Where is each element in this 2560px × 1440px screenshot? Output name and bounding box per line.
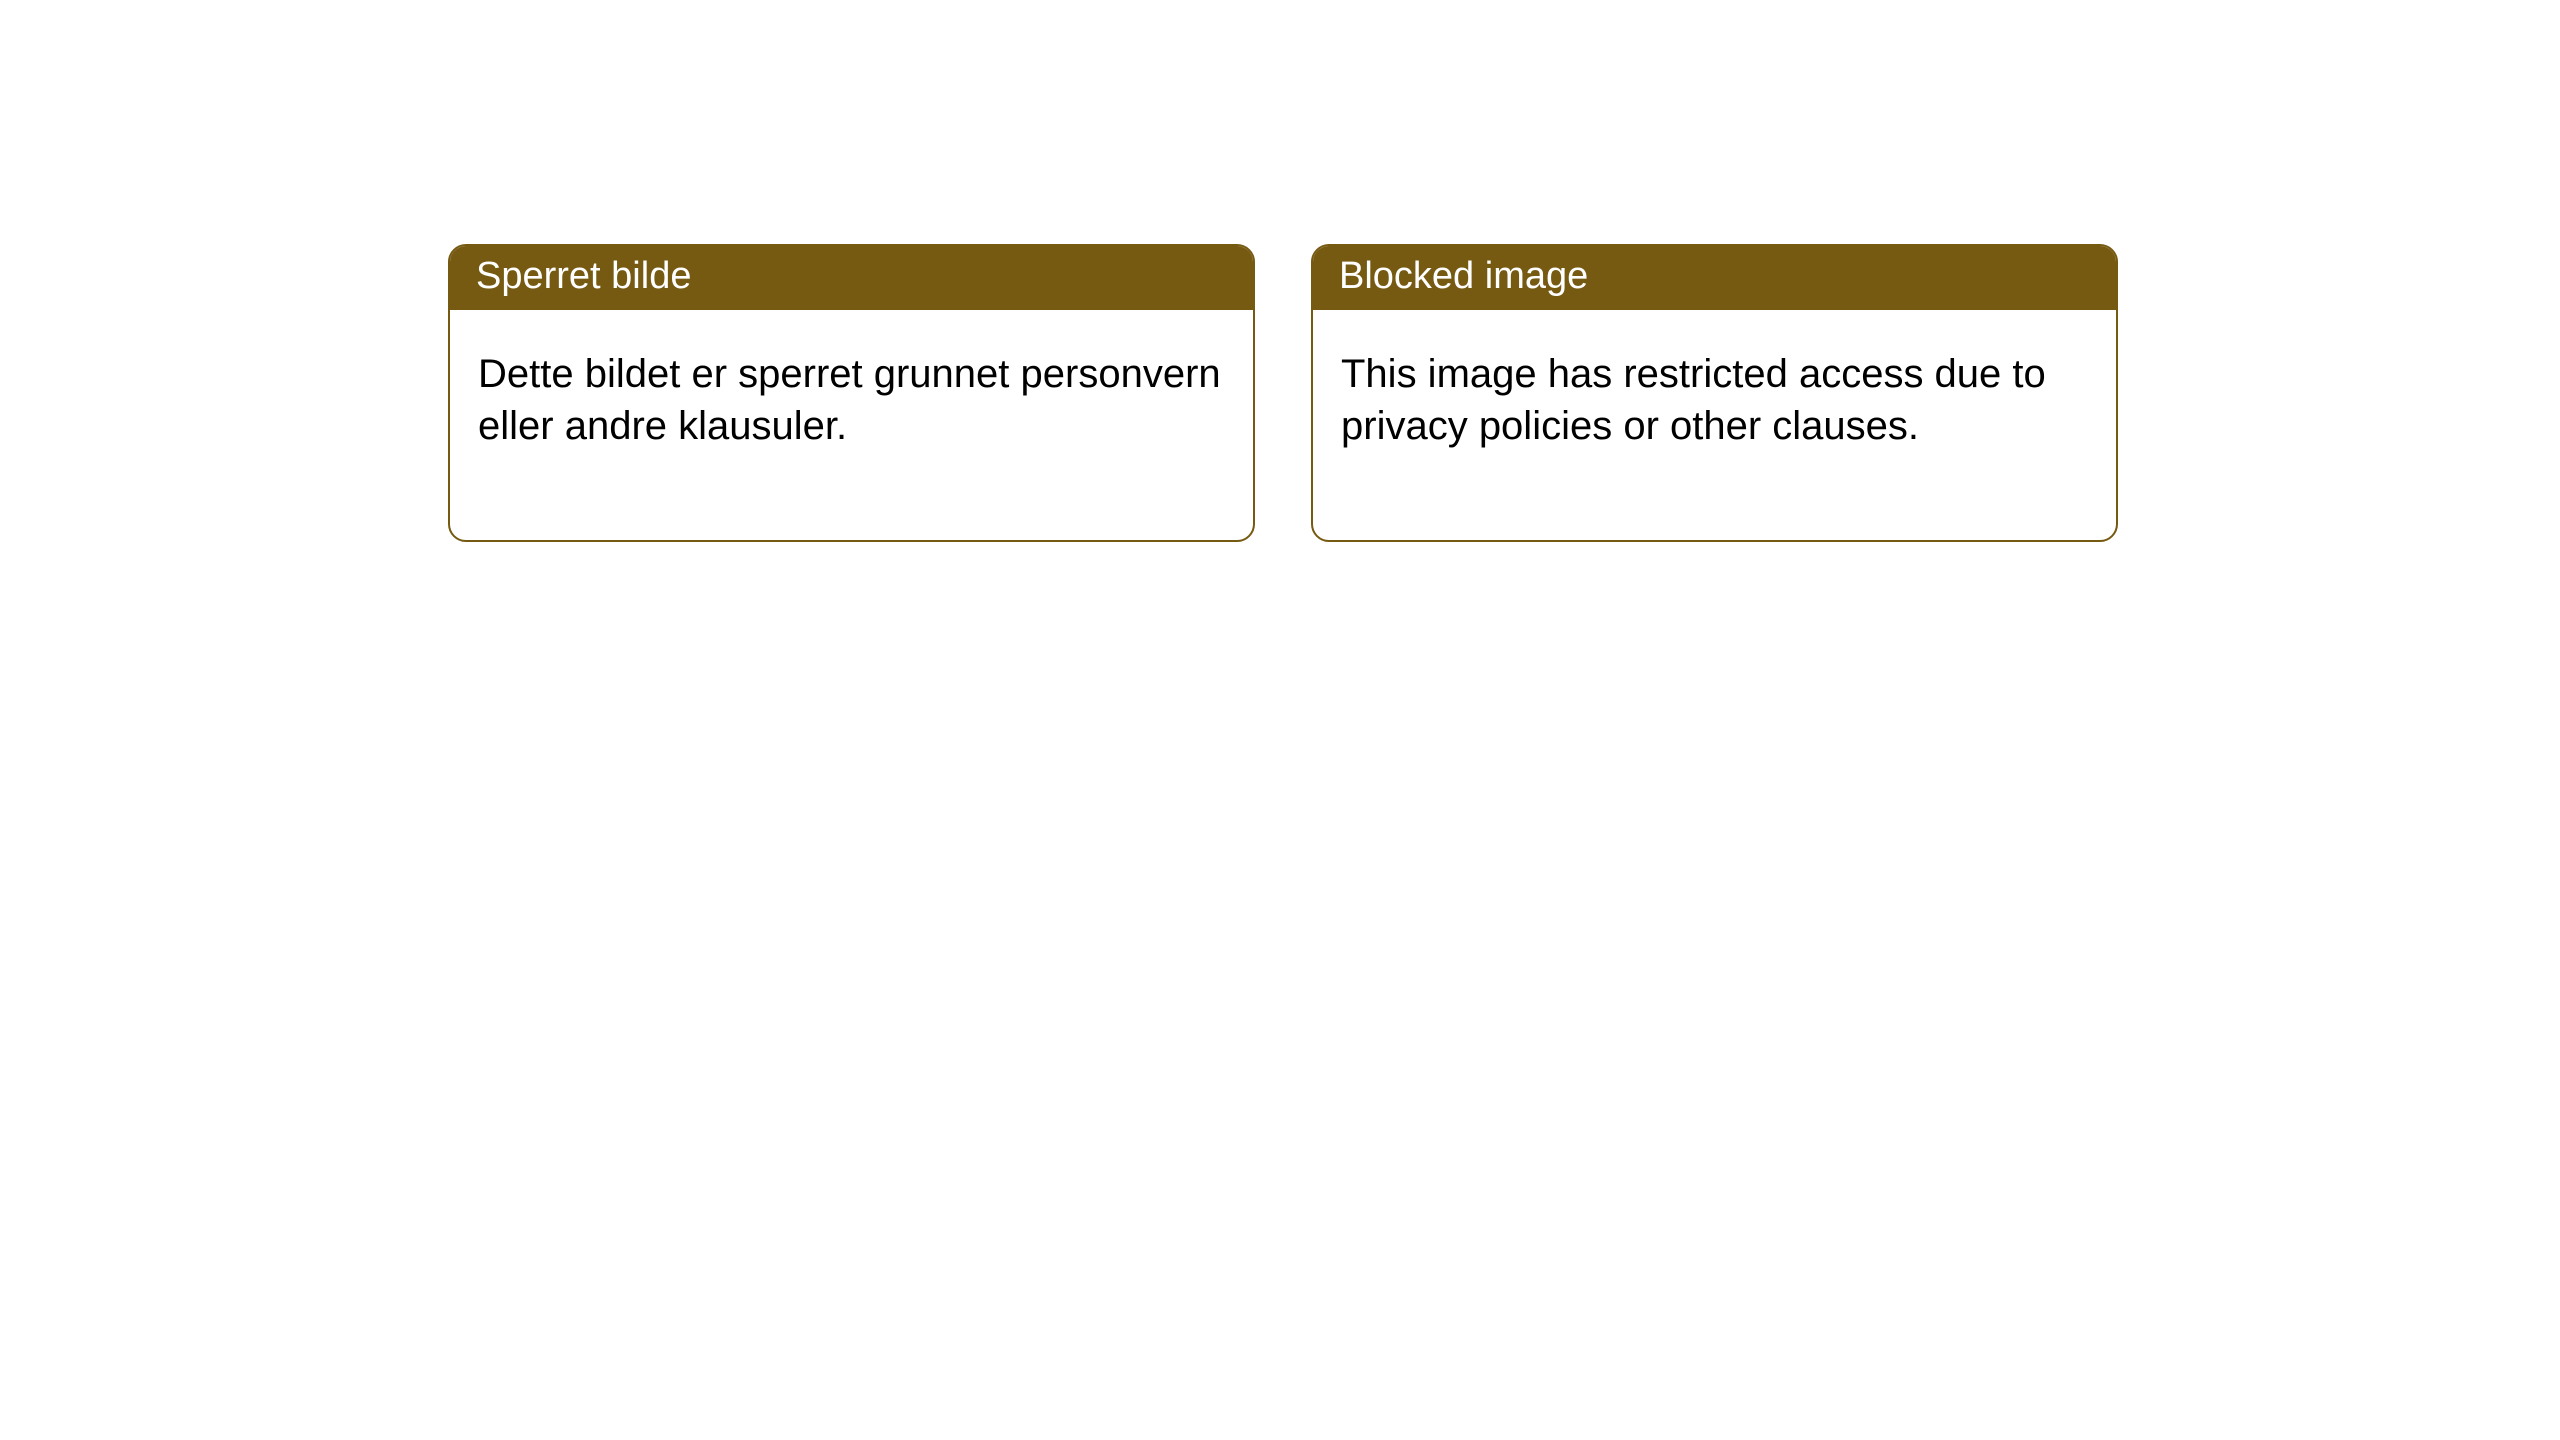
notice-header: Sperret bilde (450, 246, 1253, 310)
notice-container: Sperret bilde Dette bildet er sperret gr… (0, 0, 2560, 542)
notice-body: Dette bildet er sperret grunnet personve… (450, 310, 1253, 540)
notice-header: Blocked image (1313, 246, 2116, 310)
notice-box-english: Blocked image This image has restricted … (1311, 244, 2118, 542)
notice-body: This image has restricted access due to … (1313, 310, 2116, 540)
notice-box-norwegian: Sperret bilde Dette bildet er sperret gr… (448, 244, 1255, 542)
